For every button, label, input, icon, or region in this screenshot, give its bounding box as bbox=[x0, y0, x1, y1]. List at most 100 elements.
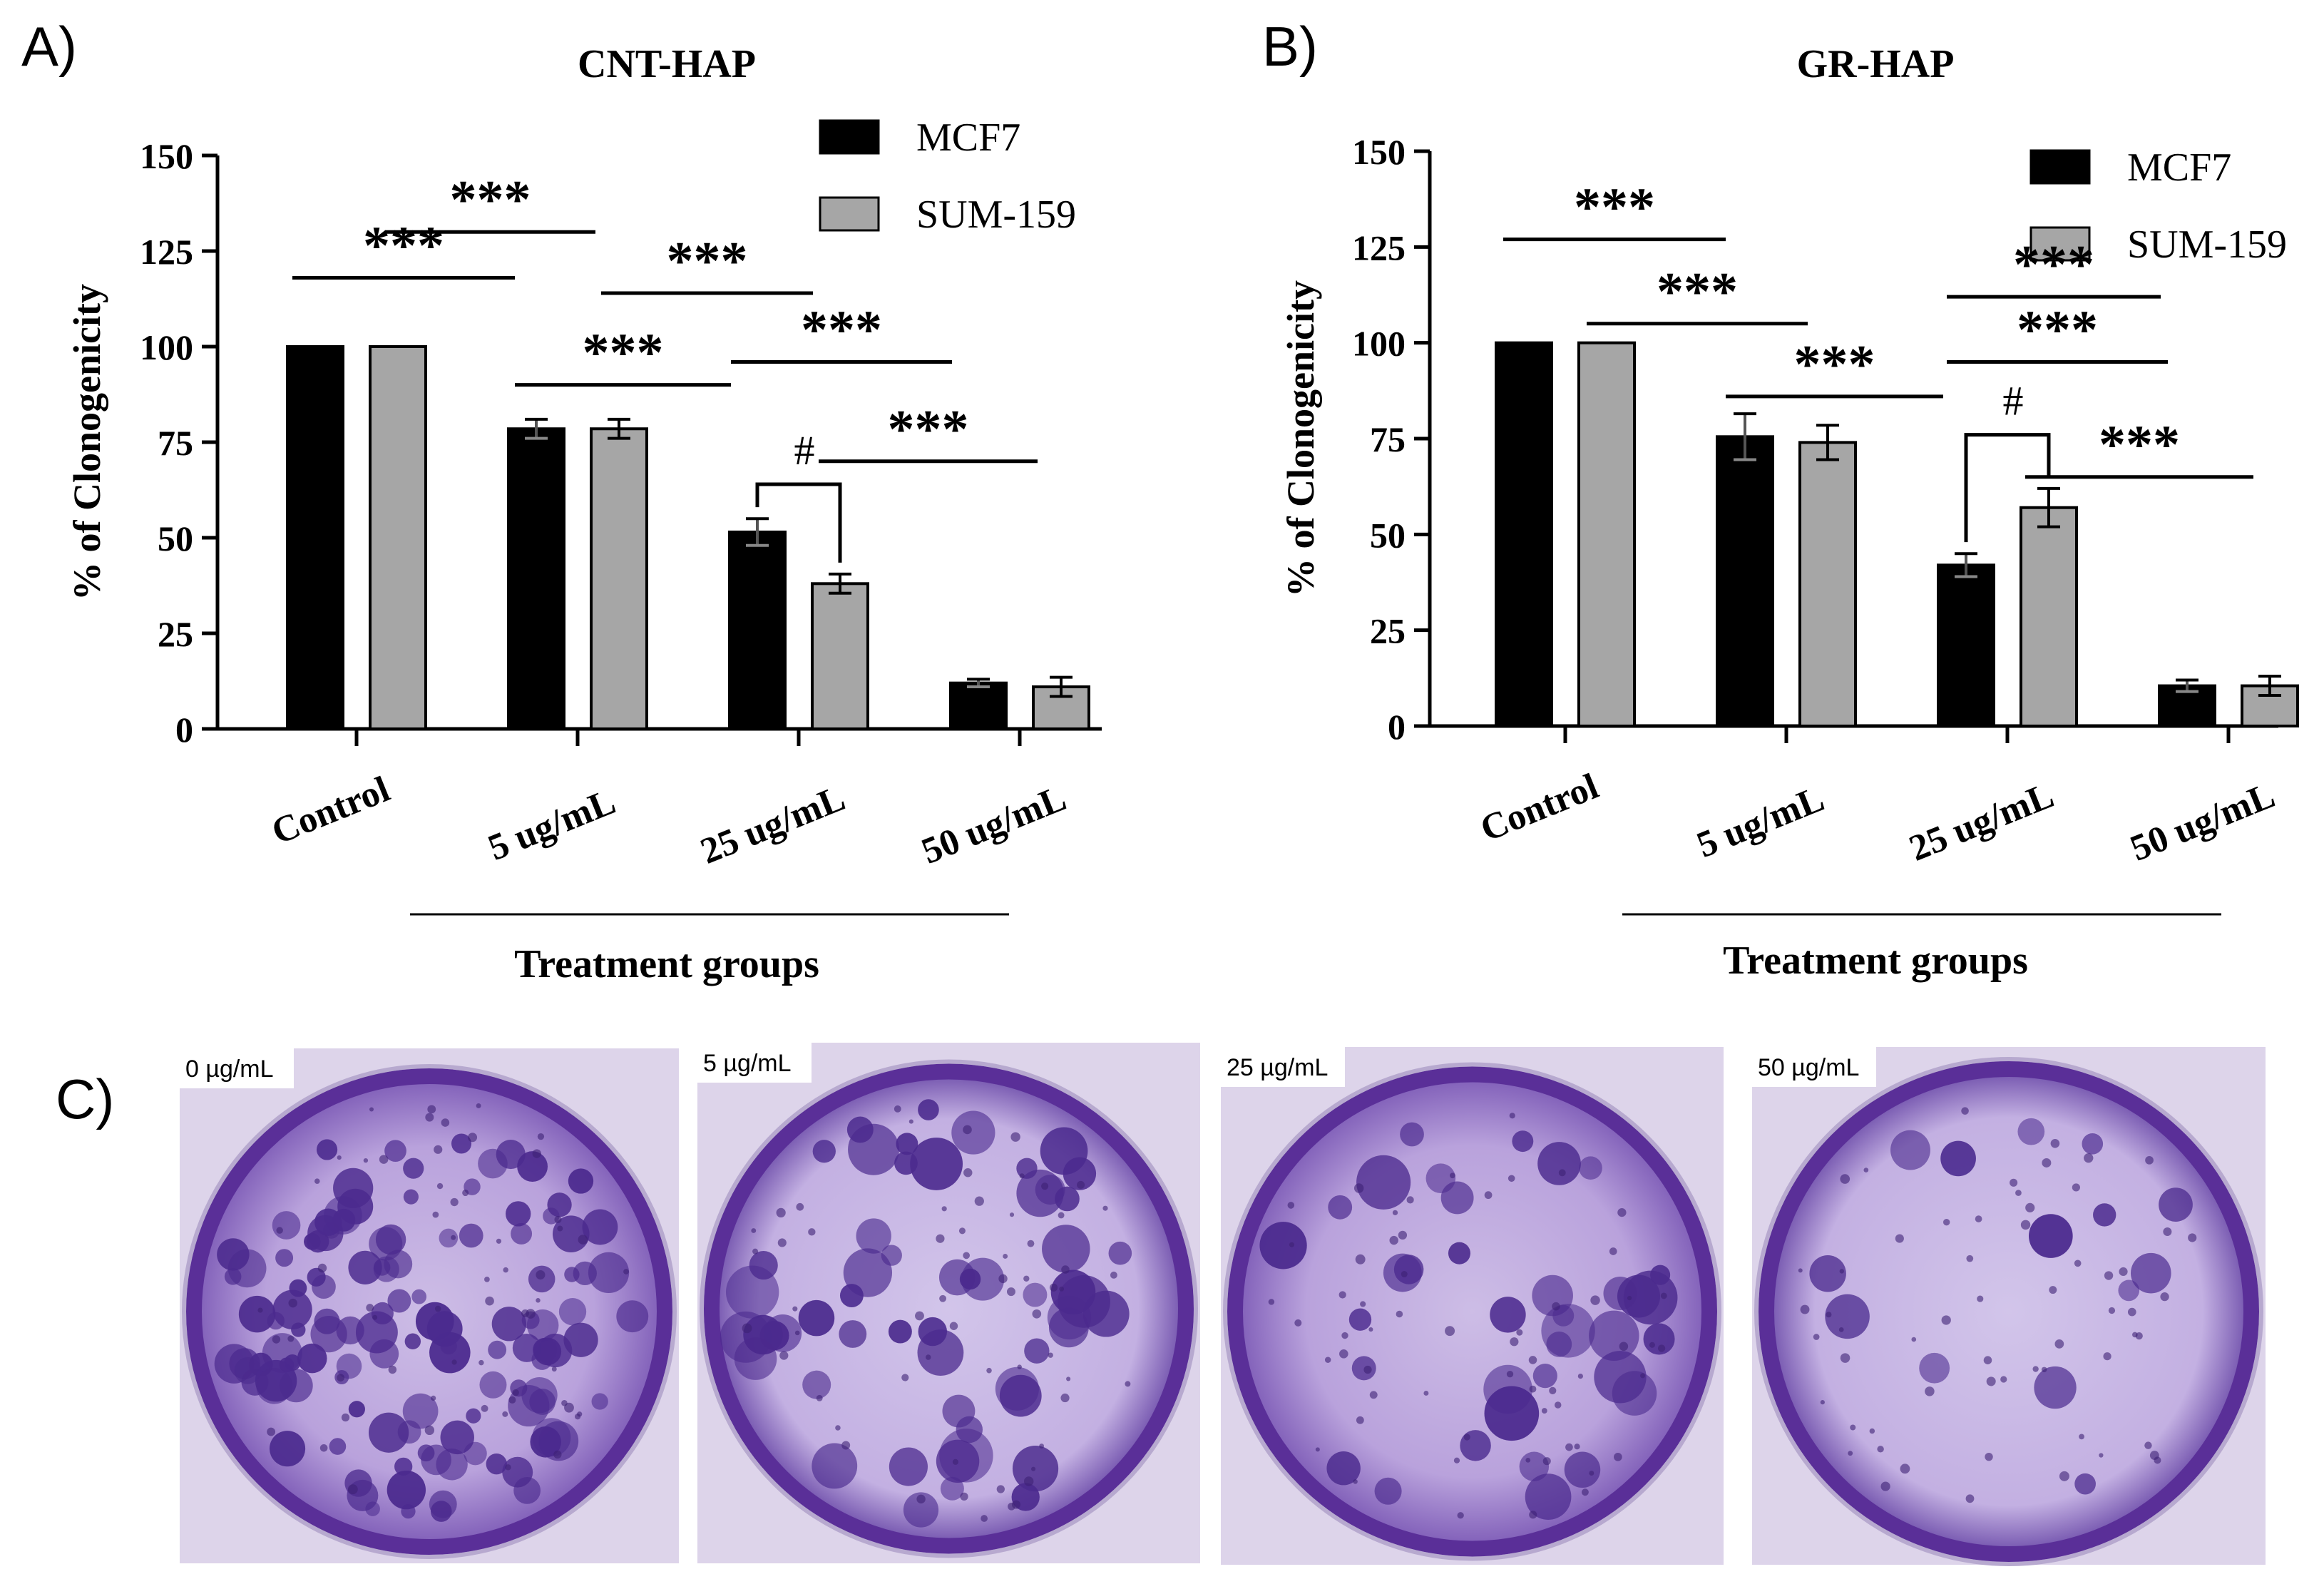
speckle bbox=[1619, 1342, 1629, 1352]
speckle bbox=[1058, 1212, 1065, 1219]
speckle bbox=[1869, 1428, 1875, 1434]
speckle bbox=[2099, 1453, 2104, 1458]
speckle bbox=[1983, 1356, 1992, 1364]
colony bbox=[272, 1211, 301, 1240]
significance-stars: *** bbox=[2013, 235, 2094, 295]
panel-letter-a: A) bbox=[21, 15, 77, 78]
colony bbox=[272, 1289, 312, 1329]
speckle bbox=[1392, 1210, 1398, 1215]
colony bbox=[365, 1501, 380, 1516]
speckle bbox=[2015, 1190, 2022, 1196]
speckle bbox=[1445, 1326, 1455, 1337]
speckle bbox=[1986, 1376, 1996, 1386]
colony bbox=[279, 1357, 295, 1373]
speckle bbox=[1863, 1168, 1869, 1172]
chart-panel-a: CNT-HAP 0 25 50 75 100 125 150 % of Clonogenicit… bbox=[66, 42, 1102, 986]
colony bbox=[384, 1140, 406, 1163]
error-bar-mcf7-2 bbox=[746, 517, 769, 547]
colony bbox=[1919, 1352, 1950, 1384]
speckle bbox=[1450, 1172, 1455, 1179]
speckle bbox=[1617, 1207, 1627, 1217]
y-axis-label: % of Clonogenicity bbox=[66, 284, 108, 601]
colony bbox=[588, 1252, 630, 1294]
speckle bbox=[1003, 1254, 1008, 1259]
speckle bbox=[939, 1294, 947, 1302]
speckle bbox=[1840, 1353, 1851, 1363]
dose-label: 25 µg/mL bbox=[1227, 1054, 1328, 1081]
speckle bbox=[478, 1359, 484, 1366]
speckle bbox=[2074, 1260, 2082, 1267]
colony bbox=[1532, 1364, 1557, 1389]
colony bbox=[403, 1189, 419, 1205]
speckle bbox=[388, 1365, 397, 1374]
colony bbox=[1940, 1140, 1976, 1177]
dish-photo-0: 0 µg/mL bbox=[180, 1048, 679, 1563]
colony bbox=[1351, 1356, 1376, 1381]
colony bbox=[1490, 1297, 1526, 1333]
colony bbox=[417, 1444, 435, 1462]
chart-panel-b: GR-HAP 0 25 50 75 100 125 150 % of Clonogenicity… bbox=[1279, 42, 2299, 983]
speckle bbox=[1287, 1202, 1295, 1209]
y-tick-label: 25 bbox=[1370, 611, 1406, 651]
colony bbox=[940, 1476, 964, 1501]
x-category-label: 25 ug/mL bbox=[695, 777, 851, 872]
colony bbox=[521, 1377, 558, 1414]
speckle bbox=[835, 1425, 841, 1431]
speckle bbox=[960, 1492, 968, 1501]
speckle bbox=[1324, 1357, 1331, 1363]
bar-mcf7-2 bbox=[728, 530, 787, 731]
y-tick-label: 50 bbox=[1370, 515, 1406, 555]
speckle bbox=[1356, 1416, 1364, 1424]
colony bbox=[1042, 1225, 1090, 1273]
error-bar-sum-159-2 bbox=[2037, 486, 2060, 528]
speckle bbox=[1032, 1309, 1042, 1319]
speckle bbox=[337, 1374, 345, 1382]
colony bbox=[802, 1370, 831, 1399]
colony bbox=[2118, 1279, 2140, 1302]
colony bbox=[1356, 1155, 1411, 1210]
speckle bbox=[366, 1304, 374, 1312]
speckle bbox=[1813, 1334, 1820, 1340]
speckle bbox=[1839, 1269, 1844, 1274]
dose-label-box bbox=[1752, 1047, 1876, 1087]
colony bbox=[918, 1317, 948, 1347]
colony bbox=[547, 1192, 572, 1217]
colony bbox=[1259, 1222, 1307, 1269]
colony bbox=[517, 1151, 548, 1182]
colony bbox=[411, 1289, 427, 1304]
legend-label-mcf7: MCF7 bbox=[916, 116, 1020, 160]
speckle bbox=[1900, 1463, 1910, 1474]
speckle bbox=[963, 1168, 973, 1177]
speckle bbox=[578, 1235, 588, 1245]
speckle bbox=[2010, 1178, 2018, 1187]
speckle bbox=[1840, 1174, 1851, 1184]
speckle bbox=[314, 1178, 320, 1184]
speckle bbox=[425, 1113, 434, 1122]
speckle bbox=[476, 1103, 481, 1108]
speckle bbox=[1125, 1381, 1131, 1387]
speckle bbox=[1048, 1352, 1053, 1358]
bar-mcf7-3 bbox=[949, 681, 1008, 730]
speckle bbox=[998, 1274, 1008, 1284]
speckle bbox=[1453, 1457, 1460, 1463]
speckle bbox=[2104, 1271, 2114, 1280]
error-bar-sum-159-3 bbox=[2258, 675, 2281, 698]
bar-sum-159-2 bbox=[811, 582, 869, 730]
speckle bbox=[1102, 1205, 1108, 1211]
significance-stars: *** bbox=[1657, 262, 1738, 322]
error-bar-sum-159-3 bbox=[1050, 675, 1073, 698]
significance-hash-label: # bbox=[2003, 378, 2024, 424]
speckle bbox=[481, 1404, 488, 1412]
y-tick-label: 25 bbox=[158, 614, 193, 654]
speckle bbox=[894, 1105, 901, 1113]
colony bbox=[464, 1441, 487, 1466]
colony bbox=[459, 1223, 483, 1248]
speckle bbox=[1925, 1386, 1935, 1396]
speckle bbox=[1649, 1342, 1655, 1348]
panel-letter-b: B) bbox=[1262, 15, 1318, 78]
speckle bbox=[1516, 1329, 1523, 1336]
colony bbox=[1024, 1338, 1050, 1364]
speckle bbox=[536, 1298, 541, 1303]
